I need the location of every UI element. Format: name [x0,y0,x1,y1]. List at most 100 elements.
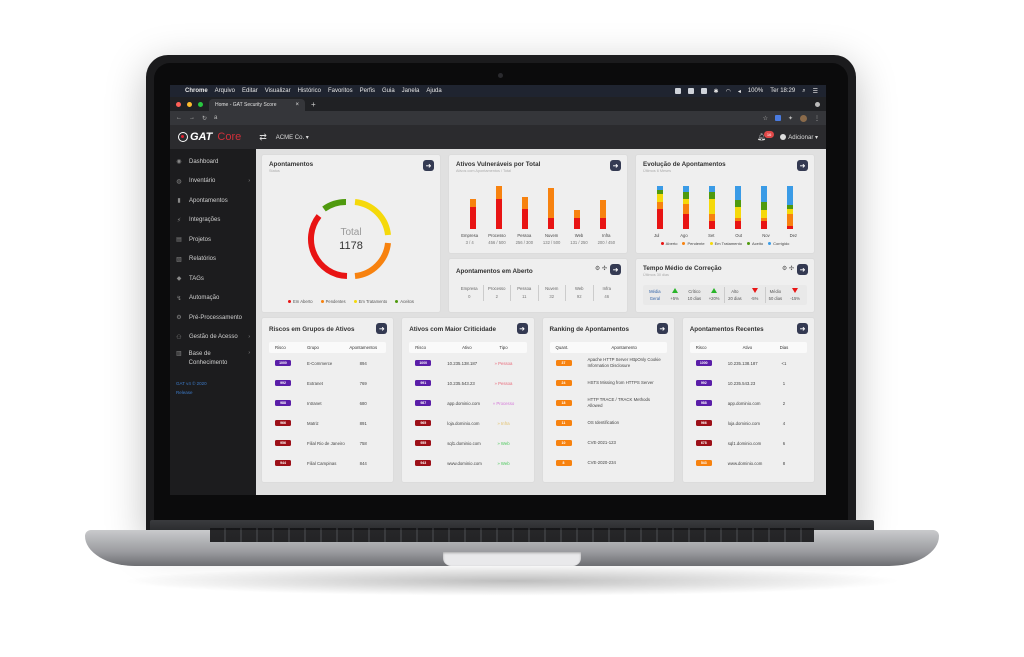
sidebar-item-relatorios[interactable]: ▧ Relatórios [176,256,217,263]
legend-item[interactable]: Pendentes [320,299,346,304]
open-card-button[interactable]: ➜ [423,160,434,171]
table-row[interactable]: 1000 10.235.138.187» Pessoa [409,353,526,373]
table-row[interactable]: 10 CVE-2021-123 [550,433,667,453]
status-icon[interactable] [700,88,707,94]
menu-favoritos[interactable]: Favoritos [327,88,353,94]
table-row[interactable]: 543 www.dominio.com 8 [690,453,807,473]
sidebar-item-tags[interactable]: ◆ TAGs [176,275,204,283]
bluetooth-icon[interactable]: ✱ [713,88,719,95]
sidebar-item-inventario[interactable]: ◍ Inventário › [176,178,250,185]
bar[interactable] [496,186,502,229]
back-icon[interactable]: ← [176,115,182,121]
table-row[interactable]: 8 CVE-2020-234 [550,453,667,473]
table-row[interactable]: 24 HSTS Missing from HTTPS Server [550,373,667,393]
menu-visualizar[interactable]: Visualizar [264,88,291,94]
table-row[interactable]: 992 Extranet 769 [269,373,386,393]
stat-infra[interactable]: Infra 46 [592,285,621,301]
forward-icon[interactable]: → [189,115,195,121]
chrome-menu-icon[interactable]: ⋮ [814,115,820,122]
settings-move-icons[interactable]: ⚙ ✣ [781,266,794,272]
legend-item[interactable]: Corrigido [768,241,789,246]
table-row[interactable]: 11 OS Identification [550,413,667,433]
address-input[interactable]: a [214,115,218,121]
battery-level[interactable]: 100% [747,88,764,94]
table-row[interactable]: 966 loja.dominio.com 4 [690,413,807,433]
bookmark-star-icon[interactable]: ☆ [762,115,768,122]
bar[interactable] [548,188,554,229]
sidebar-item-base-conhecimento[interactable]: ▥ Base de Conhecimento › [176,350,250,366]
bar[interactable] [735,186,741,229]
legend-item[interactable]: Em Tratamento [353,299,387,304]
legend-item[interactable]: Em Tratamento [709,241,742,246]
menu-perfis[interactable]: Perfis [359,88,375,94]
table-row[interactable]: 992 10.235.543.23 1 [690,373,807,393]
bar[interactable] [470,199,476,229]
table-row[interactable]: 1000 10.235.138.187 <1 [690,353,807,373]
logo[interactable]: GAT Core [178,131,241,143]
table-row[interactable]: 678 sql1.dominio.com 6 [690,433,807,453]
status-icon[interactable] [674,88,681,94]
table-row[interactable]: 965 loja.dominio.com» Infra [409,413,526,433]
bar[interactable] [787,186,793,229]
sidebar-item-pre-processamento[interactable]: ⚙︎ Pré-Processamento [176,314,243,322]
bar[interactable] [709,186,715,229]
bar[interactable] [522,197,528,229]
bar[interactable] [600,200,606,229]
reload-icon[interactable]: ↻ [202,115,208,122]
stat-pessoa[interactable]: Pessoa 11 [510,285,538,301]
stat-processo[interactable]: Processo 2 [482,285,511,301]
wifi-icon[interactable]: ◠ [725,88,731,95]
open-card-button[interactable]: ➜ [797,323,808,334]
release-link[interactable]: Release [176,390,193,395]
legend-item[interactable]: Aceito [746,241,763,246]
open-card-button[interactable]: ➜ [376,323,388,334]
table-row[interactable]: 988 app.dominio.com 2 [690,393,807,413]
open-card-button[interactable]: ➜ [516,323,528,334]
menu-ajuda[interactable]: Ajuda [426,88,442,94]
open-card-button[interactable]: ➜ [656,323,668,334]
settings-move-icons[interactable]: ⚙ ✣ [594,266,607,272]
stat-nuvem[interactable]: Nuvem 32 [537,285,566,301]
new-tab-button[interactable]: + [311,99,316,109]
control-center-icon[interactable]: ☰ [812,88,818,95]
volume-icon[interactable]: ◂ [737,88,741,95]
menu-historico[interactable]: Histórico [297,88,321,94]
table-row[interactable]: 988 Intranet 680 [269,393,386,413]
sidebar-item-gestao-acesso[interactable]: ⚇ Gestão de Acesso › [176,334,250,341]
open-card-button[interactable]: ➜ [610,264,621,275]
status-icon[interactable] [687,88,694,94]
sidebar-item-dashboard[interactable]: ◉ Dashboard [176,158,219,166]
add-button[interactable]: Adicionar ▾ [780,134,818,141]
table-row[interactable]: 956 Filial Rio de Janeiro 758 [269,433,386,453]
stat-empresa[interactable]: Empresa 0 [460,286,478,299]
legend-item[interactable]: Aceitos [395,299,414,304]
spotlight-icon[interactable]: ⌕ [802,87,806,94]
menu-arquivo[interactable]: Arquivo [214,88,236,94]
table-row[interactable]: 991 10.235.543.23» Pessoa [409,373,526,393]
extension-icon[interactable] [774,115,781,121]
legend-item[interactable]: Aberto [660,241,677,246]
open-card-button[interactable]: ➜ [610,160,621,171]
profile-avatar[interactable] [800,114,807,122]
stat-web[interactable]: Web 92 [565,285,593,301]
open-card-button[interactable]: ➜ [797,160,808,171]
sidebar-item-apontamentos[interactable]: ▮ Apontamentos [177,197,228,205]
table-row[interactable]: 1000 E-Commerce 894 [269,353,386,373]
minimize-window-button[interactable] [187,101,192,107]
sidebar-item-automacao[interactable]: ↯ Automação [176,295,220,302]
bar[interactable] [683,186,689,229]
browser-tab[interactable]: Home - GAT Security Score × [209,99,305,111]
table-row[interactable]: 966 Matriz 891 [269,413,386,433]
bar[interactable] [657,186,663,229]
menu-editar[interactable]: Editar [242,88,258,94]
notification-badge[interactable]: 16 [763,131,775,138]
bar[interactable] [761,186,767,229]
sidebar-item-projetos[interactable]: ▤ Projetos [176,236,212,244]
legend-item[interactable]: Em Aberto [288,299,313,304]
menu-guia[interactable]: Guia [381,88,395,94]
sidebar-item-integracoes[interactable]: ⚡︎ Integrações [176,217,221,224]
bar[interactable] [574,210,580,229]
table-row[interactable]: 944 Filial Campinas 844 [269,453,386,473]
menu-janela[interactable]: Janela [401,88,420,94]
tab-search-icon[interactable] [815,101,820,107]
